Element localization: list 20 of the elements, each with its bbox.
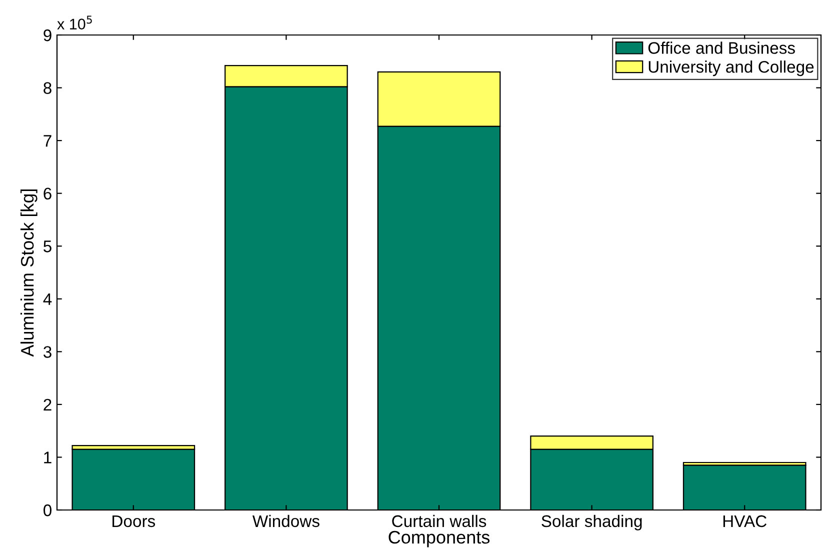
y-tick-label: 6 xyxy=(44,188,52,200)
y-tick-label: 8 xyxy=(44,82,52,94)
y-tick-label: 1 xyxy=(44,452,52,464)
y-axis-title: Aluminium Stock [kg] xyxy=(20,189,38,357)
x-axis-title: Components xyxy=(388,530,490,548)
text: x 10$^{5}$ xyxy=(57,16,92,30)
y-tick-label: 9 xyxy=(44,29,52,42)
y-tick-label: 3 xyxy=(44,346,52,358)
y-tick-label: 4 xyxy=(43,293,52,305)
y-tick-label: 5 xyxy=(44,240,52,252)
y-tick-label: 2 xyxy=(44,398,52,410)
x-tick-label: HVAC xyxy=(723,515,766,528)
legend-label: University and College xyxy=(648,60,814,76)
y-tick-label: 7 xyxy=(44,135,52,147)
legend-label: Office and Business xyxy=(648,42,795,54)
x-tick-label: Doors xyxy=(112,515,156,528)
x-tick-label: Curtain walls xyxy=(392,514,486,528)
y-tick-label: 0 xyxy=(44,504,52,516)
x-tick-label: Windows xyxy=(252,514,320,528)
x-tick-label: Solar shading xyxy=(542,514,642,530)
